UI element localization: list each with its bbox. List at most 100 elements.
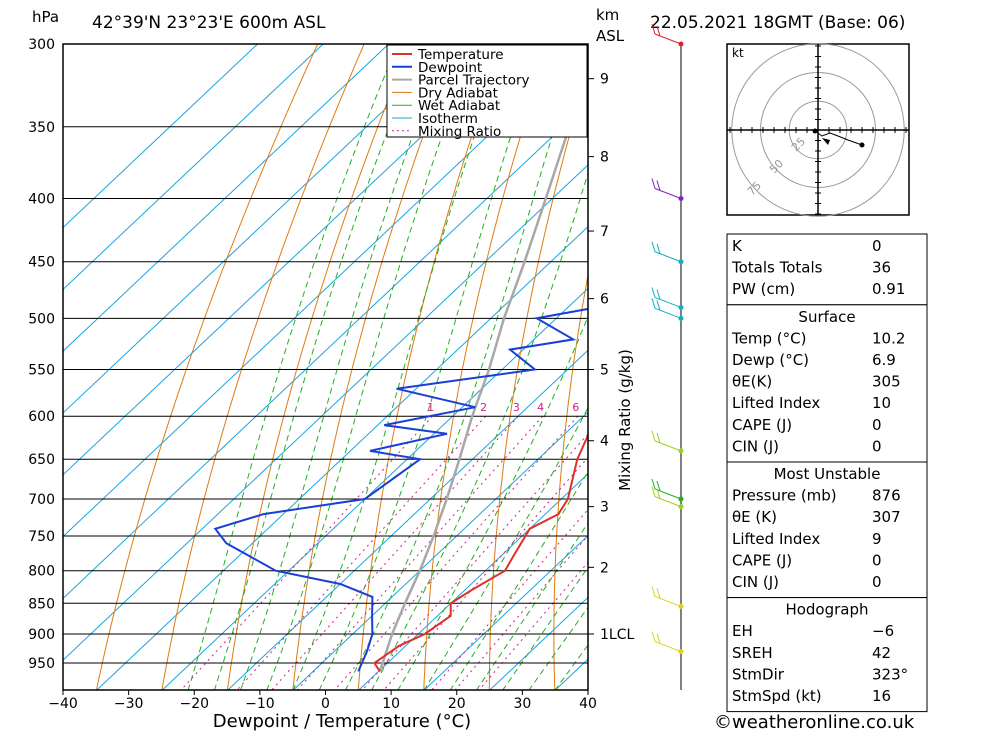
pressure-lines <box>63 43 588 664</box>
wind-barb-flag <box>651 586 656 597</box>
wet-adiabat-line <box>528 606 588 690</box>
plot-frame <box>62 43 589 691</box>
index-table: K 0 Totals Totals 36 PW (cm) 0.91 Surface Temp … <box>726 233 928 713</box>
pressure-tick-label: 300 <box>28 37 55 53</box>
wind-barb <box>654 496 682 508</box>
table-label: CIN (J) <box>732 573 779 591</box>
mixing-ratio-axis-title: Mixing Ratio (g/kg) <box>616 349 634 491</box>
x-tick-label: −20 <box>179 696 209 712</box>
table-label: SREH <box>732 644 773 662</box>
parcel-trajectory-line <box>378 69 588 672</box>
pressure-unit-label: hPa <box>32 8 59 26</box>
isotherm-line <box>63 44 389 352</box>
dry-adiabat-line <box>488 69 588 690</box>
table-label: θE (K) <box>732 508 777 526</box>
km-unit-label: km <box>596 6 619 24</box>
wind-barb-flag <box>651 478 656 490</box>
isotherm-line <box>227 349 588 690</box>
wind-barb <box>654 307 682 319</box>
table-label: Pressure (mb) <box>732 487 837 505</box>
table-value: 0 <box>872 416 882 434</box>
mixing-ratio-label: 3 <box>513 401 520 414</box>
table-value: 323° <box>872 665 908 683</box>
table-label: Totals Totals <box>731 259 823 277</box>
wind-barb <box>654 33 682 45</box>
wet-adiabat-line <box>292 44 507 690</box>
table-section-title: Hodograph <box>785 601 868 619</box>
wet-adiabat-line <box>318 44 542 690</box>
x-tick-label: −10 <box>245 696 275 712</box>
table-value: 10 <box>872 394 891 412</box>
mixing-ratio-line <box>296 415 543 690</box>
pressure-tick-label: 800 <box>28 564 55 580</box>
table-label: StmDir <box>732 665 785 683</box>
pressure-tick-label: 700 <box>28 492 55 508</box>
table-label: CAPE (J) <box>732 416 792 434</box>
km-tick-label: 3 <box>600 500 609 516</box>
wind-barb <box>654 595 682 607</box>
table-label: Lifted Index <box>732 394 820 412</box>
legend-label: Temperature <box>417 47 504 63</box>
wet-adiabat-line <box>371 171 588 690</box>
pressure-tick-label: 350 <box>28 120 55 136</box>
hodograph-start-dot <box>812 128 818 134</box>
table-value: 0 <box>872 437 882 455</box>
legend-label: Isotherm <box>418 111 478 127</box>
dry-adiabat-line <box>161 44 365 690</box>
table-label: CIN (J) <box>732 437 779 455</box>
wind-barb-flag <box>651 287 656 298</box>
pressure-tick-label: 400 <box>28 191 55 207</box>
wet-adiabat-line <box>266 44 476 690</box>
x-tick-label: 0 <box>321 696 330 712</box>
isotherm-line <box>96 225 588 690</box>
wind-barb-flag <box>651 241 656 252</box>
wind-barb-flag <box>651 298 656 309</box>
table-section-title: Surface <box>798 308 855 326</box>
table-label: Lifted Index <box>732 530 820 548</box>
mixing-ratio-label: 8 <box>598 401 605 414</box>
legend-label: Mixing Ratio <box>418 124 501 140</box>
wet-adiabat-line <box>423 406 588 690</box>
wind-barb-flag <box>656 488 661 499</box>
wind-barb-flag <box>651 631 656 642</box>
isotherm-line <box>424 534 588 690</box>
legend-label: Wet Adiabat <box>418 98 500 114</box>
isotherm-line <box>63 164 588 661</box>
table-label: StmSpd (kt) <box>732 687 822 705</box>
table-value: 16 <box>872 687 891 705</box>
table-value: 9 <box>872 530 882 548</box>
storm-motion-arrow <box>822 138 830 145</box>
x-tick-label: 40 <box>579 696 597 712</box>
mixing-ratio-line <box>271 415 519 690</box>
wind-barb-flag <box>656 300 661 311</box>
table-value: 42 <box>872 644 891 662</box>
x-tick-label: 20 <box>448 696 466 712</box>
wind-barb-flag <box>651 486 656 497</box>
x-tick-label: 10 <box>382 696 400 712</box>
x-tick-label: −40 <box>48 696 78 712</box>
table-label: EH <box>732 622 753 640</box>
table-value: 0 <box>872 573 882 591</box>
isotherm-line <box>63 44 324 291</box>
wind-barb-flag <box>651 23 656 35</box>
isotherm-line <box>63 102 588 600</box>
table-label: K <box>732 237 743 255</box>
table-section <box>726 304 928 463</box>
axis-labels: 3003504004505005506006507007508008509009… <box>28 37 634 712</box>
hodograph-trace <box>814 130 863 146</box>
isotherm-line <box>358 473 588 690</box>
mixing-ratio-label: 6 <box>572 401 579 414</box>
isotherm-line <box>63 44 258 229</box>
mixing-ratio-label: 20 <box>682 401 696 414</box>
table-label: PW (cm) <box>732 280 795 298</box>
wind-barb <box>654 188 682 199</box>
pressure-tick-label: 650 <box>28 452 55 468</box>
table-value: 36 <box>872 259 891 277</box>
table-value: 305 <box>872 373 901 391</box>
pressure-tick-label: 600 <box>28 409 55 425</box>
pressure-tick-label: 550 <box>28 363 55 379</box>
datetime-label: 22.05.2021 18GMT (Base: 06) <box>650 13 905 33</box>
table-label: CAPE (J) <box>732 551 792 569</box>
copyright-label: ©weatheronline.co.uk <box>714 712 915 733</box>
